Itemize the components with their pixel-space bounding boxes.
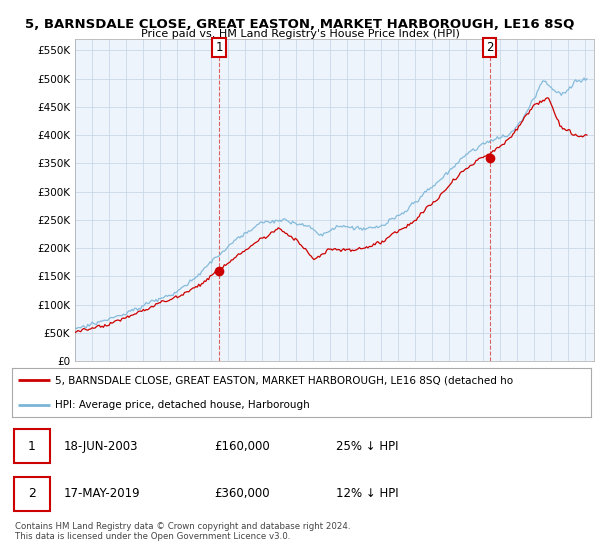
Text: 18-JUN-2003: 18-JUN-2003 [64,440,139,452]
Text: Price paid vs. HM Land Registry's House Price Index (HPI): Price paid vs. HM Land Registry's House … [140,29,460,39]
Text: Contains HM Land Registry data © Crown copyright and database right 2024.
This d: Contains HM Land Registry data © Crown c… [15,522,350,542]
FancyBboxPatch shape [14,477,50,511]
Text: 1: 1 [215,41,223,54]
Text: 25% ↓ HPI: 25% ↓ HPI [336,440,399,452]
Text: 1: 1 [28,440,35,452]
FancyBboxPatch shape [14,429,50,463]
Text: 17-MAY-2019: 17-MAY-2019 [64,487,141,500]
Text: HPI: Average price, detached house, Harborough: HPI: Average price, detached house, Harb… [55,400,310,410]
Text: 5, BARNSDALE CLOSE, GREAT EASTON, MARKET HARBOROUGH, LE16 8SQ: 5, BARNSDALE CLOSE, GREAT EASTON, MARKET… [25,18,575,31]
Text: £360,000: £360,000 [215,487,270,500]
Text: £160,000: £160,000 [215,440,271,452]
Text: 12% ↓ HPI: 12% ↓ HPI [336,487,399,500]
Text: 5, BARNSDALE CLOSE, GREAT EASTON, MARKET HARBOROUGH, LE16 8SQ (detached ho: 5, BARNSDALE CLOSE, GREAT EASTON, MARKET… [55,375,514,385]
Text: 2: 2 [28,487,35,500]
Text: 2: 2 [486,41,493,54]
